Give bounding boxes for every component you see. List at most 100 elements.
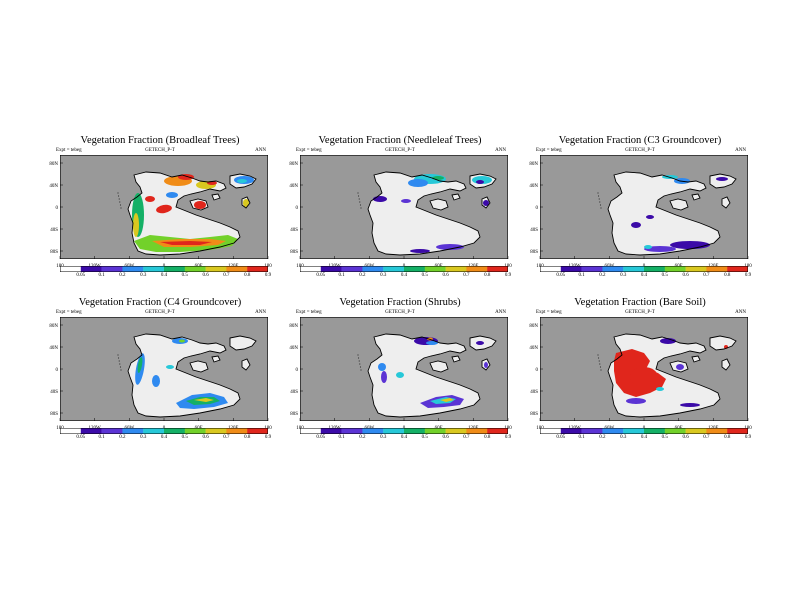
colorbar-tick-label: 0.5 <box>421 435 428 440</box>
veg-west-blue <box>378 363 386 371</box>
coast-isle2 <box>481 358 491 371</box>
lat-tick-label: 40N <box>289 346 298 351</box>
veg-south-red <box>160 241 212 245</box>
colorbar-tick-label: 0.6 <box>442 435 449 440</box>
colorbar-tick-label: 0.7 <box>703 435 710 440</box>
colorbar-swatch <box>560 266 582 272</box>
panel-title: Vegetation Fraction (Broadleaf Trees) <box>80 135 240 146</box>
colorbar-tick-label: 0.4 <box>160 273 168 278</box>
colorbar-swatch <box>623 266 645 272</box>
veg-east-purple <box>476 180 484 184</box>
colorbar-tick-label: 0.2 <box>359 435 366 440</box>
veg-central-cyan <box>396 372 404 378</box>
lat-tick-label: 80S <box>50 250 58 255</box>
veg-south-band <box>670 241 710 249</box>
colorbar-tick-label: 0.1 <box>98 435 105 440</box>
lon-tick-label: 180 <box>264 264 272 269</box>
lat-tick-label: 80N <box>529 324 538 329</box>
colorbar-frame <box>540 266 748 272</box>
coast-isle2 <box>481 196 491 209</box>
colorbar-swatch <box>706 266 728 272</box>
colorbar-swatch <box>205 428 227 434</box>
colorbar-swatch <box>184 266 206 272</box>
colorbar-swatch <box>664 266 686 272</box>
colorbar-swatch <box>164 266 185 272</box>
coast-isle1 <box>189 360 209 373</box>
land-isle1 <box>190 361 208 372</box>
colorbar-swatch <box>685 266 707 272</box>
colorbar-tick-label: 0.8 <box>484 273 491 278</box>
colorbar-tick-label: 0.3 <box>380 435 387 440</box>
veg-north-blue <box>426 341 438 345</box>
veg-south-band2 <box>644 246 676 252</box>
colorbar-frame <box>300 266 508 272</box>
colorbar-frame <box>300 428 508 434</box>
colorbar-tick-label: 0.4 <box>400 435 408 440</box>
colorbar-tick-label: 0.9 <box>264 273 272 278</box>
colorbar-tick-label: 0.9 <box>744 273 752 278</box>
veg-west-blue <box>676 364 684 370</box>
veg-mid-purple2 <box>646 215 654 219</box>
coast-isle2 <box>721 196 731 209</box>
lon-tick-label: 180 <box>744 426 752 431</box>
island-dot <box>598 360 600 362</box>
coast-isle1 <box>669 198 689 211</box>
lat-tick-label: 40N <box>289 184 298 189</box>
colorbar-tick-label: 0.5 <box>421 273 428 278</box>
period-label: ANN <box>255 310 266 315</box>
colorbar-labels: 0.05 0.1 0.2 0.3 0.4 0.5 0.6 0.7 0.8 0.9 <box>540 435 752 445</box>
colorbar-swatch <box>581 266 603 272</box>
lat-tick-label: 80N <box>529 162 538 167</box>
panel-title: Vegetation Fraction (C3 Groundcover) <box>558 135 722 146</box>
colorbar-swatch <box>60 266 81 272</box>
expt-label: Expt = tebeg <box>536 310 562 315</box>
veg-central-cyan <box>166 365 174 369</box>
veg-bare-cyan <box>656 387 664 391</box>
coast-isle3 <box>211 193 221 201</box>
veg-bare-blue <box>680 403 700 407</box>
colorbar-frame <box>60 266 268 272</box>
colorbar-swatch <box>487 266 508 272</box>
colorbar-tick-label: 0.6 <box>682 273 689 278</box>
veg-north-purple <box>660 338 676 344</box>
colorbar-tick-label: 0.05 <box>316 273 326 278</box>
colorbar-swatch <box>581 428 603 434</box>
island-dot <box>358 357 360 359</box>
island-dot <box>359 201 361 203</box>
colorbar-tick-label: 0.2 <box>599 435 606 440</box>
island-dot <box>119 363 121 365</box>
island-dot <box>599 204 601 206</box>
coast-isle1 <box>429 198 449 211</box>
colorbar-swatch <box>320 266 342 272</box>
colorbar-tick-label: 0.9 <box>744 435 752 440</box>
colorbar-tick-label: 0.05 <box>76 273 86 278</box>
map-plot: 80N40N040S80S180120W60W060E120E180 <box>529 317 752 431</box>
coast-isle3 <box>211 355 221 363</box>
coast-east <box>469 173 497 189</box>
map-plot: 80N40N040S80S180120W60W060E120E180 <box>49 317 272 431</box>
colorbar-tick-label: 0.2 <box>119 273 126 278</box>
colorbar-swatch <box>664 428 686 434</box>
colorbar-tick-label: 0.3 <box>380 273 387 278</box>
colorbar-swatch <box>602 428 624 434</box>
colorbar-tick-label: 0.8 <box>244 435 251 440</box>
map-plot: 80N40N040S80S180120W60W060E120E180 <box>289 155 512 269</box>
coast-east <box>709 335 737 351</box>
panel-c4: Vegetation Fraction (C4 Groundcover) Expt… <box>49 297 272 462</box>
island-dot <box>598 357 600 359</box>
lat-tick-label: 40S <box>290 390 298 395</box>
lat-tick-label: 40N <box>529 346 538 351</box>
colorbar-swatch <box>685 428 707 434</box>
colorbar-swatch <box>226 266 248 272</box>
colorbar-swatch <box>623 428 645 434</box>
colorbar-frame <box>540 428 748 434</box>
colorbar-swatch <box>247 266 268 272</box>
lat-tick-label: 80N <box>49 162 58 167</box>
colorbar-tick-label: 0.6 <box>202 435 209 440</box>
lat-tick-label: 0 <box>296 206 299 211</box>
colorbar-tick-label: 0.2 <box>359 273 366 278</box>
lat-tick-label: 40S <box>50 390 58 395</box>
coast-pangaea <box>607 333 721 418</box>
lat-tick-label: 40N <box>529 184 538 189</box>
veg-south-yellow <box>440 398 454 402</box>
